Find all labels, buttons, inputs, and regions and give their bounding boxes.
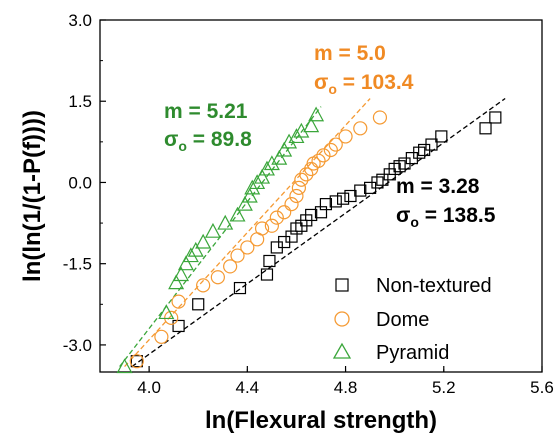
data-point-pyramid	[249, 174, 266, 190]
data-point-pyramid	[236, 195, 253, 211]
data-point-dome	[316, 148, 331, 163]
dome-annotation: m = 5.0 σo = 103.4	[314, 42, 414, 97]
data-point-dome	[284, 197, 299, 212]
data-point-dome	[328, 137, 343, 152]
data-point-dome	[240, 240, 255, 255]
pyramid-sigma-text: σo = 89.8	[164, 128, 252, 154]
legend-marker-pyramid	[332, 342, 352, 359]
data-point-dome	[223, 259, 238, 274]
data-point-non-textured	[172, 319, 185, 333]
data-point-pyramid	[116, 358, 133, 374]
dome-sigma-text: σo = 103.4	[314, 71, 414, 97]
data-point-dome	[210, 270, 225, 285]
data-point-pyramid	[254, 168, 271, 184]
data-point-dome	[196, 278, 211, 293]
data-point-dome	[323, 142, 338, 158]
data-point-pyramid	[229, 206, 246, 222]
data-point-non-textured	[435, 130, 448, 143]
data-point-non-textured	[263, 254, 276, 268]
data-point-dome	[299, 167, 314, 182]
data-point-pyramid	[271, 149, 288, 165]
legend-label-pyramid: Pyramid	[376, 342, 449, 364]
data-point-dome	[230, 248, 245, 263]
data-point-pyramid	[303, 117, 320, 133]
data-point-non-textured	[192, 298, 205, 311]
data-point-pyramid	[258, 160, 275, 176]
x-tick-label: 4.4	[236, 378, 260, 397]
data-point-dome	[353, 121, 368, 136]
axis-ticks: 4.0 4.4 4.8 5.2 5.6 -3.0 -1.5 0.0 1.5 3.0	[63, 11, 554, 397]
data-point-non-textured	[354, 184, 367, 197]
y-tick-label: 3.0	[68, 11, 92, 30]
data-point-non-textured	[337, 192, 350, 205]
legend-marker-dome	[334, 311, 350, 327]
pyramid-annotation: m = 5.21 σo = 89.8	[164, 100, 252, 154]
data-point-dome	[269, 210, 284, 225]
data-point-dome	[311, 153, 326, 168]
legend-label-non-textured: Non-textured	[376, 275, 492, 297]
data-point-pyramid	[276, 141, 293, 157]
x-tick-label: 5.2	[432, 378, 456, 397]
non-textured-annotation: m = 3.28 σo = 138.5	[396, 175, 496, 230]
data-point-pyramid	[177, 255, 194, 271]
data-point-non-textured	[130, 355, 143, 368]
data-point-pyramid	[244, 179, 261, 195]
data-point-dome	[372, 110, 388, 125]
data-point-pyramid	[204, 222, 221, 238]
x-tick-label: 5.6	[530, 378, 554, 397]
y-tick-label: -3.0	[63, 336, 92, 355]
y-axis-title: ln(ln(1/(1-P(f))))	[19, 110, 46, 282]
data-point-pyramid	[217, 214, 234, 230]
data-point-non-textured	[329, 195, 342, 208]
data-point-pyramid	[187, 241, 204, 257]
data-point-non-textured	[305, 208, 318, 222]
non-textured-m-text: m = 3.28	[396, 175, 480, 198]
data-point-pyramid	[308, 106, 325, 122]
x-tick-label: 4.0	[137, 378, 161, 397]
plot-frame	[99, 19, 543, 373]
data-point-non-textured	[319, 198, 333, 211]
data-point-pyramid	[263, 155, 280, 171]
data-point-pyramid	[281, 133, 298, 149]
data-point-dome	[254, 221, 270, 236]
data-point-pyramid	[241, 187, 258, 203]
data-point-dome	[264, 218, 279, 233]
data-point-dome	[289, 188, 304, 204]
non-textured-sigma-text: σo = 138.5	[396, 204, 496, 230]
y-tick-label: 0.0	[68, 173, 92, 192]
legend-marker-non-textured	[335, 278, 349, 292]
data-point-non-textured	[425, 138, 438, 151]
data-points	[116, 106, 502, 374]
data-point-pyramid	[182, 247, 199, 263]
dome-m-text: m = 5.0	[314, 42, 386, 65]
x-tick-label: 4.8	[334, 378, 358, 397]
data-point-pyramid	[158, 304, 175, 320]
data-point-non-textured	[479, 122, 492, 135]
data-point-dome	[294, 172, 309, 187]
data-point-dome	[171, 294, 186, 309]
data-point-pyramid	[173, 266, 190, 282]
data-point-dome	[291, 180, 306, 195]
data-point-non-textured	[260, 268, 274, 281]
data-point-non-textured	[489, 111, 502, 124]
data-point-non-textured	[233, 281, 247, 295]
fit-line-non-textured	[131, 97, 506, 368]
data-point-pyramid	[288, 128, 305, 144]
data-point-pyramid	[168, 274, 185, 290]
x-axis-title: ln(Flexural strength)	[205, 407, 437, 434]
data-point-dome	[154, 329, 169, 344]
data-point-dome	[277, 205, 292, 220]
data-point-pyramid	[195, 233, 212, 249]
y-tick-label: -1.5	[63, 255, 92, 274]
legend-label-dome: Dome	[376, 309, 429, 331]
pyramid-m-text: m = 5.21	[164, 100, 248, 123]
data-point-dome	[338, 129, 353, 144]
legend: Non-textured Dome Pyramid	[332, 275, 492, 364]
data-point-dome	[129, 354, 144, 369]
y-tick-label: 1.5	[68, 92, 92, 111]
